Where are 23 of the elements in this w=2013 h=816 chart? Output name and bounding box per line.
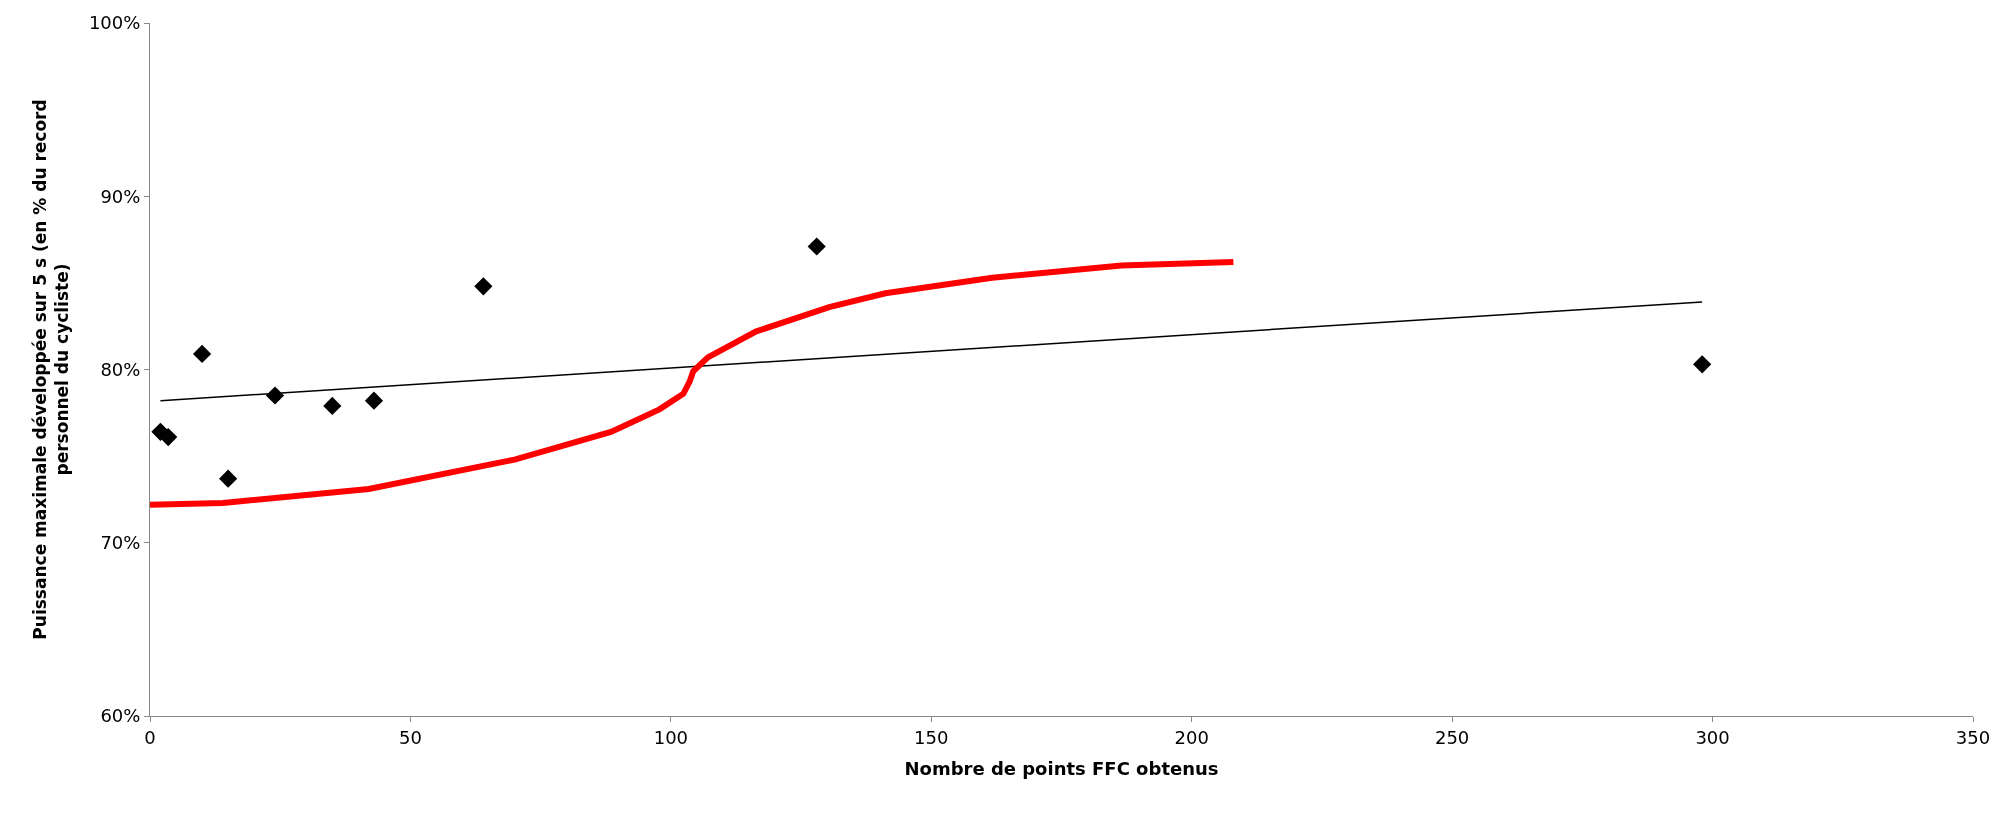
point: [364, 391, 384, 410]
x-tick-label: 100: [653, 726, 689, 748]
y-axis-title: Puissance maximale développée sur 5 s (en % du record personnel du cycliste): [30, 99, 73, 640]
point: [807, 237, 826, 256]
x-tick-label: 50: [398, 726, 422, 748]
x-axis-title: Nombre de points FFC obtenus: [904, 757, 1219, 779]
y-tick-label: 60%: [100, 705, 141, 727]
y-tick-label: 80%: [100, 358, 141, 380]
x-tick-label: 350: [1955, 726, 1991, 748]
x-tick-label: 200: [1174, 726, 1209, 748]
point: [1693, 355, 1712, 374]
point: [219, 469, 238, 488]
x-tick-label: 250: [1434, 726, 1470, 748]
y-tick-label: 100%: [88, 12, 141, 34]
x-tick-label: 300: [1695, 726, 1730, 748]
x-tick-label: 0: [144, 726, 156, 748]
point: [159, 427, 178, 447]
point: [474, 277, 493, 296]
point: [323, 396, 342, 415]
y-tick-label: 70%: [100, 532, 141, 554]
point: [192, 344, 212, 364]
x-tick-label: 150: [914, 726, 949, 748]
y-tick-label: 90%: [100, 185, 141, 207]
